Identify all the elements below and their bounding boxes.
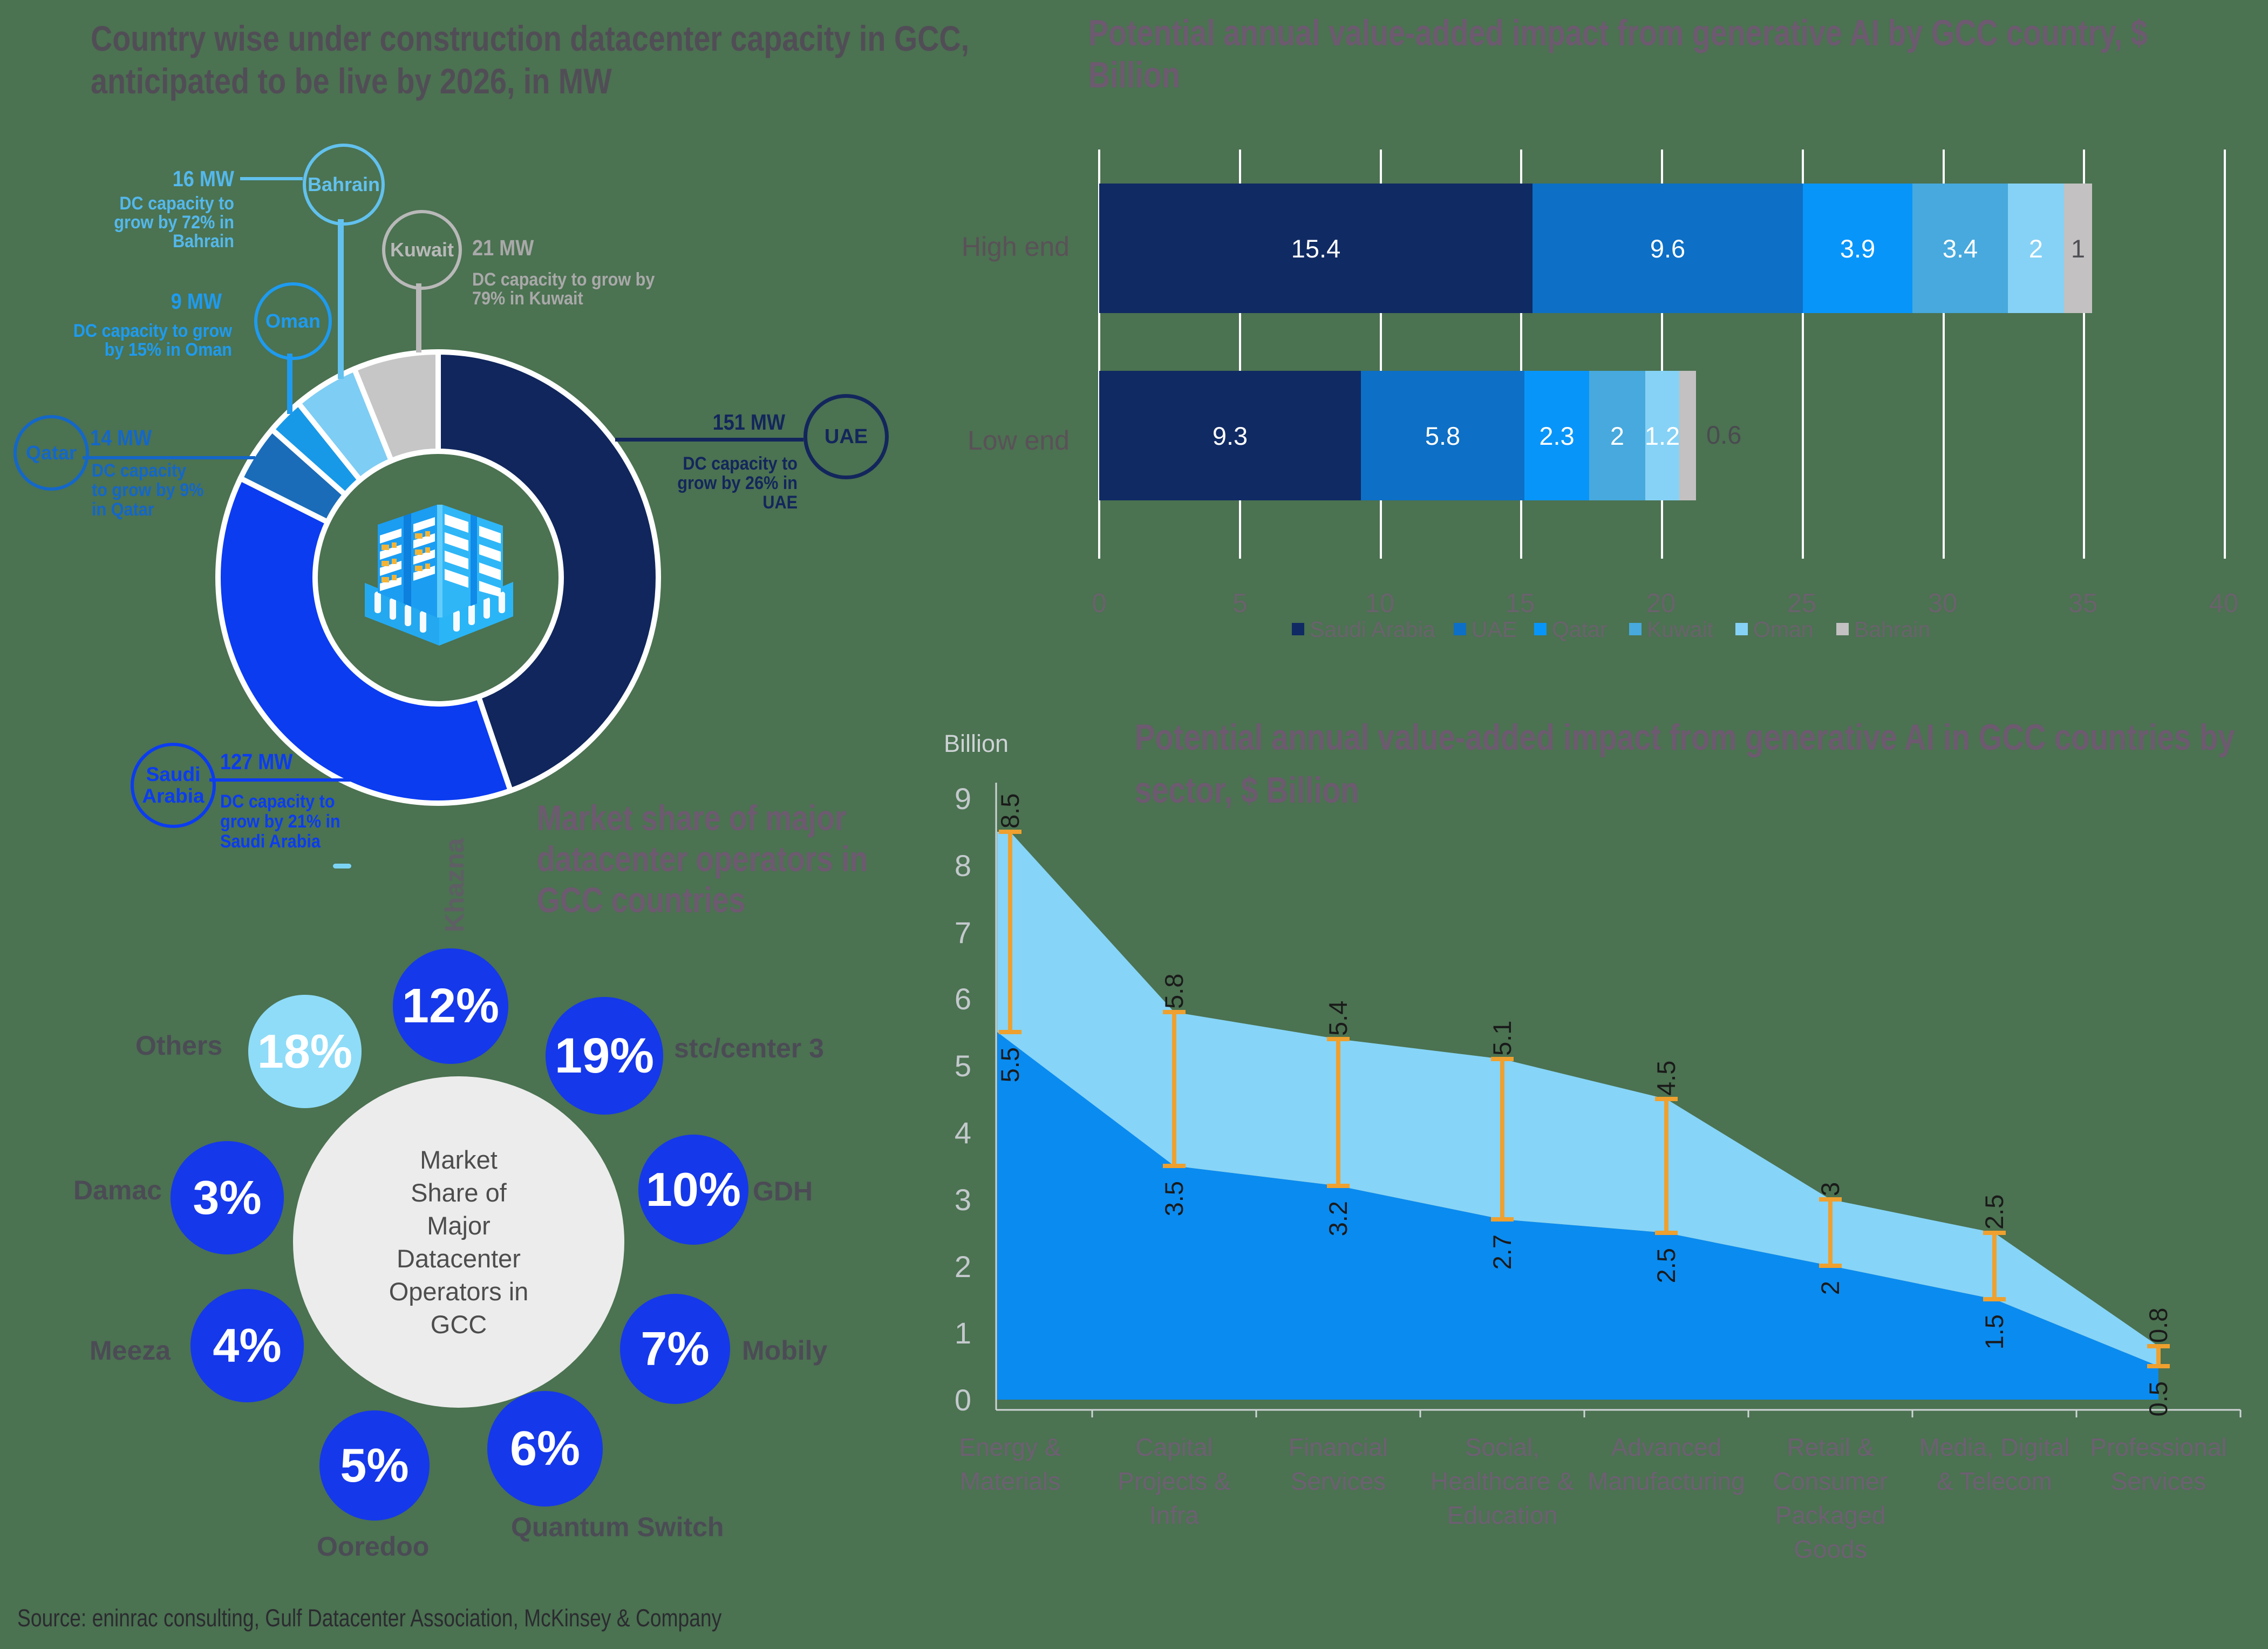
svg-text:2.5: 2.5 <box>1652 1248 1680 1283</box>
svg-text:0.8: 0.8 <box>2144 1308 2172 1343</box>
svg-text:5.1: 5.1 <box>1488 1021 1516 1056</box>
svg-text:2.7: 2.7 <box>1488 1234 1516 1270</box>
svg-text:3.2: 3.2 <box>1324 1201 1352 1236</box>
svg-text:8.5: 8.5 <box>996 793 1024 829</box>
svg-text:3: 3 <box>1816 1182 1844 1196</box>
svg-text:2.5: 2.5 <box>1980 1195 2008 1230</box>
svg-text:1.5: 1.5 <box>1980 1314 2008 1349</box>
svg-text:5.5: 5.5 <box>996 1047 1024 1082</box>
svg-text:2: 2 <box>1816 1281 1844 1295</box>
svg-text:4.5: 4.5 <box>1652 1061 1680 1096</box>
svg-text:5.4: 5.4 <box>1324 1001 1352 1036</box>
svg-text:0.5: 0.5 <box>2144 1381 2172 1416</box>
svg-text:5.8: 5.8 <box>1160 974 1188 1009</box>
svg-text:3.5: 3.5 <box>1160 1181 1188 1216</box>
